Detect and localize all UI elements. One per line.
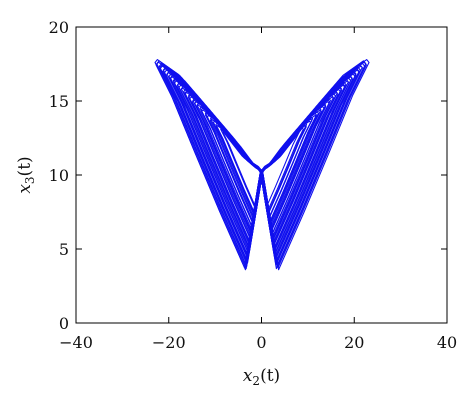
- x-tick-label: −40: [59, 333, 93, 352]
- x-axis-label-var: x: [243, 366, 253, 386]
- y-tick-label: 0: [59, 314, 69, 333]
- tick-labels: −40 −20 0 20 40 0 5 10 15 20: [49, 18, 458, 352]
- plot-series-lines: [154, 59, 370, 271]
- x-axis-label-subscript: 2: [252, 374, 260, 388]
- y-tick-label: 10: [49, 166, 69, 185]
- tick-marks: [75, 26, 448, 324]
- y-axis-label: x3(t): [15, 156, 37, 193]
- x-tick-label: 0: [256, 333, 266, 352]
- y-axis-label-var: x: [15, 184, 35, 194]
- x-axis-label: x2(t): [243, 366, 280, 388]
- y-axis-label-subscript: 3: [23, 176, 37, 184]
- trajectory-line: [259, 60, 367, 270]
- x-tick-label: 20: [344, 333, 364, 352]
- trajectory-line: [154, 59, 263, 271]
- y-tick-label: 5: [59, 240, 69, 259]
- y-axis-label-argument: (t): [15, 156, 35, 176]
- axis-labels: x2(t)x3(t): [15, 156, 280, 388]
- x-tick-label: 40: [437, 333, 457, 352]
- trajectory-line: [261, 59, 370, 271]
- y-tick-label: 15: [49, 92, 69, 111]
- y-tick-label: 20: [49, 18, 69, 37]
- x-tick-label: −20: [152, 333, 186, 352]
- x-axis-label-argument: (t): [260, 366, 280, 386]
